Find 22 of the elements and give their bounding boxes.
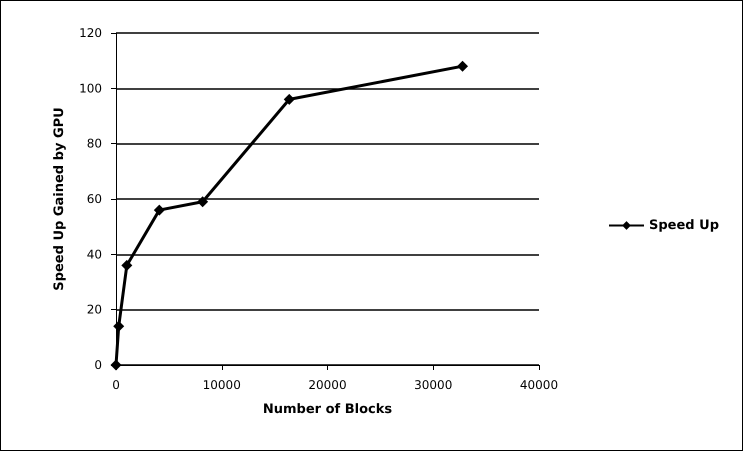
y-tick-label: 80 xyxy=(86,136,102,151)
x-tick-label: 20000 xyxy=(308,378,347,392)
x-tick-label: 0 xyxy=(112,378,120,392)
x-tick-label: 30000 xyxy=(414,378,452,392)
y-tick-label: 0 xyxy=(94,358,102,372)
point xyxy=(154,204,165,216)
y-tick-label: 120 xyxy=(79,26,102,40)
legend-label: Speed Up xyxy=(649,218,720,233)
y-axis-title: Speed Up Gained by GPU xyxy=(52,107,67,291)
x-tick-label: 40000 xyxy=(520,378,558,392)
x-tick-label: 10000 xyxy=(202,378,241,392)
point xyxy=(113,320,124,332)
y-tick-label: 20 xyxy=(86,302,102,317)
point xyxy=(110,360,122,370)
point xyxy=(457,60,468,72)
y-tick-label: 40 xyxy=(86,247,102,262)
point xyxy=(197,196,208,208)
y-tick-label: 60 xyxy=(86,192,102,206)
x-axis-title: Number of Blocks xyxy=(262,402,392,417)
point xyxy=(121,260,132,271)
point xyxy=(284,94,295,105)
y-tick-label: 100 xyxy=(79,81,102,96)
